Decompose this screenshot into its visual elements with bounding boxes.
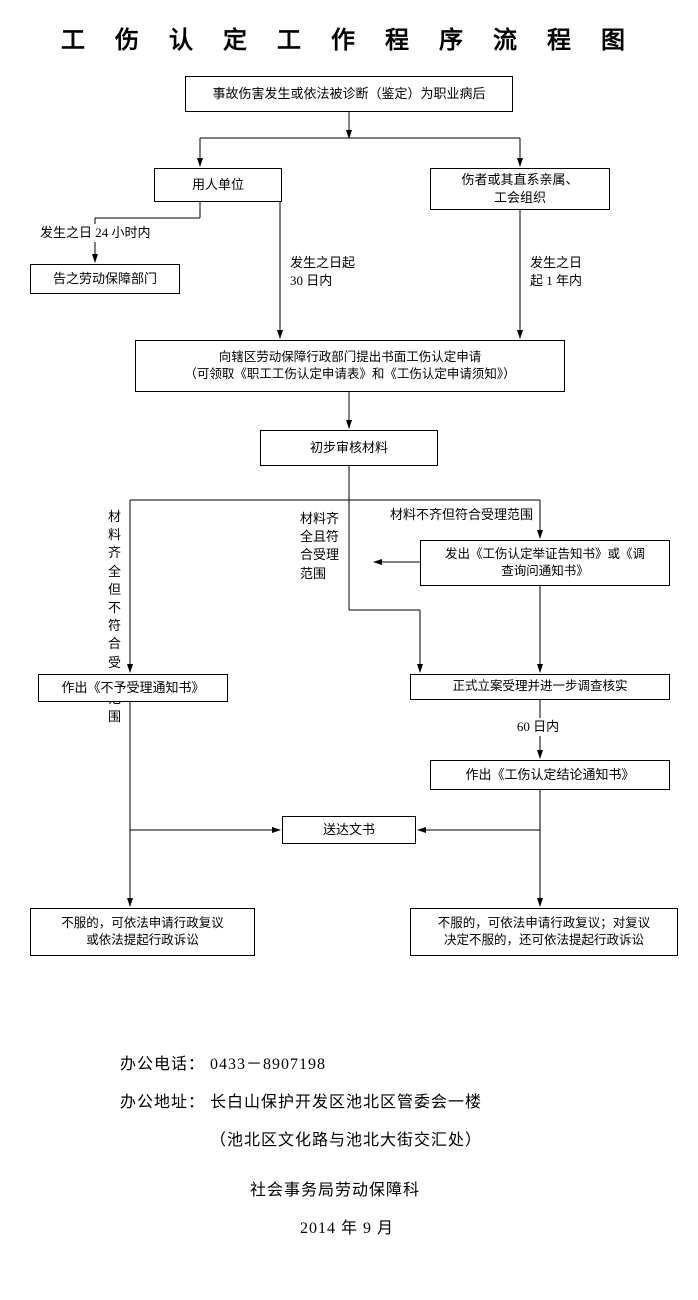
footer-addr2: （池北区文化路与池北大街交汇处） xyxy=(210,1126,482,1150)
footer-phone-label: 办公电话： 0433－8907198 xyxy=(120,1050,326,1074)
node-notice: 发出《工伤认定举证告知书》或《调 查询问通知书》 xyxy=(420,540,670,586)
flowchart-canvas: 工 伤 认 定 工 作 程 序 流 程 图 xyxy=(0,0,698,1300)
footer-phone: 0433－8907198 xyxy=(210,1056,326,1073)
node-appeal-left: 不服的，可依法申请行政复议 或依法提起行政诉讼 xyxy=(30,908,255,956)
footer-addr1: 长白山保护开发区池北区管委会一楼 xyxy=(210,1094,482,1111)
node-inform-dept: 告之劳动保障部门 xyxy=(30,264,180,294)
node-deliver: 送达文书 xyxy=(282,816,416,844)
node-preliminary: 初步审核材料 xyxy=(260,430,438,466)
label-60d: 60 日内 xyxy=(488,718,588,736)
node-victim: 伤者或其直系亲属、 工会组织 xyxy=(430,168,610,210)
label-30d: 发生之日起 30 日内 xyxy=(290,254,355,290)
node-appeal-right: 不服的，可依法申请行政复议；对复议 决定不服的，还可依法提起行政诉讼 xyxy=(410,908,678,956)
node-formal-case: 正式立案受理并进一步调查核实 xyxy=(410,674,670,700)
label-1y: 发生之日 起 1 年内 xyxy=(530,254,582,290)
page-title: 工 伤 认 定 工 作 程 序 流 程 图 xyxy=(0,20,698,55)
footer-dept: 社会事务局劳动保障科 xyxy=(250,1176,420,1200)
footer-phone-label-text: 办公电话： xyxy=(120,1056,205,1073)
node-apply: 向辖区劳动保障行政部门提出书面工伤认定申请 （可领取《职工工伤认定申请表》和《工… xyxy=(135,340,565,392)
footer-date: 2014 年 9 月 xyxy=(300,1214,394,1238)
label-24h: 发生之日 24 小时内 xyxy=(40,224,151,242)
node-reject: 作出《不予受理通知书》 xyxy=(38,674,228,702)
footer-addr-line1: 办公地址： 长白山保护开发区池北区管委会一楼 xyxy=(120,1088,482,1112)
node-start: 事故伤害发生或依法被诊断（鉴定）为职业病后 xyxy=(185,76,513,112)
label-cond-right: 材料不齐但符合受理范围 xyxy=(390,506,533,524)
node-conclusion: 作出《工伤认定结论通知书》 xyxy=(430,760,670,790)
label-cond-mid: 材料齐 全且符 合受理 范围 xyxy=(300,510,348,583)
node-employer: 用人单位 xyxy=(154,168,282,202)
footer-addr-label: 办公地址： xyxy=(120,1094,205,1111)
